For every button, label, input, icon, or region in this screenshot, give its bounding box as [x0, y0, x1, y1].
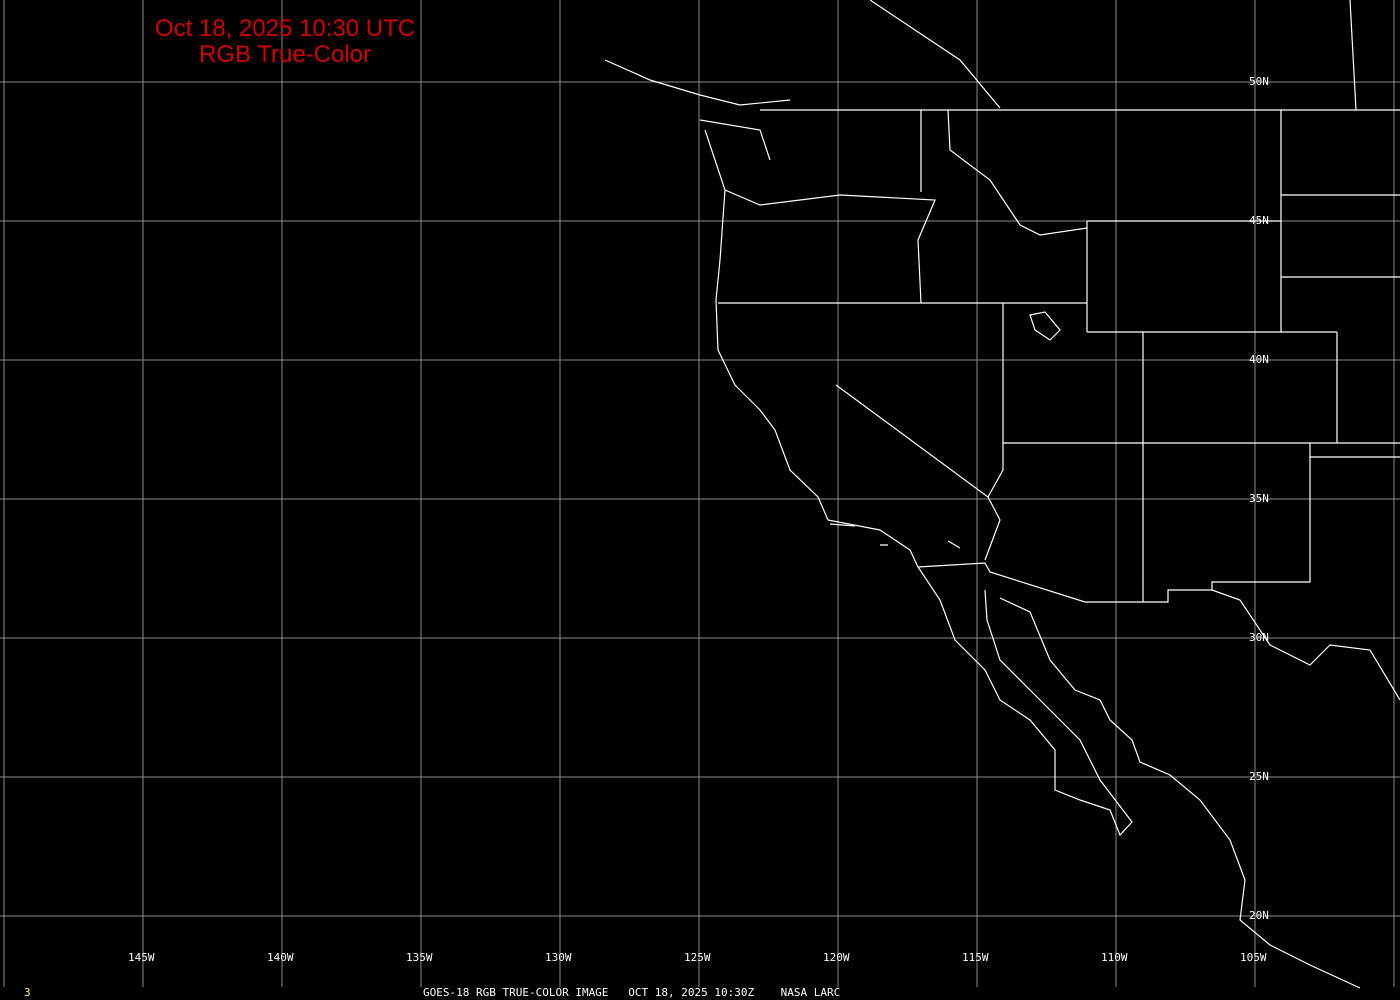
footer-caption: GOES-18 RGB TRUE-COLOR IMAGE OCT 18, 202… — [423, 986, 841, 999]
longitude-label: 120W — [823, 951, 850, 964]
puget-sound-islands — [604, 59, 791, 161]
latitude-label: 30N — [1249, 631, 1269, 644]
frame-number: 3 — [24, 986, 31, 999]
state-boundaries — [718, 109, 1400, 602]
mainland-mexico-coastline — [999, 597, 1361, 989]
boundaries — [604, 0, 1400, 989]
latitude-label: 25N — [1249, 770, 1269, 783]
latitude-label: 50N — [1249, 75, 1269, 88]
longitude-label: 115W — [962, 951, 989, 964]
title-product: RGB True-Color — [198, 41, 372, 68]
longitude-label: 105W — [1240, 951, 1267, 964]
pacific-coastline — [704, 129, 1133, 837]
latitude-label: 20N — [1249, 909, 1269, 922]
latitude-label: 40N — [1249, 353, 1269, 366]
great-salt-lake — [1029, 311, 1061, 341]
title-date: Oct 18, 2025 10:30 UTC — [154, 15, 416, 42]
latitude-label: 35N — [1249, 492, 1269, 505]
channel-islands — [829, 523, 961, 549]
longitude-label: 140W — [267, 951, 294, 964]
canada-province-lines — [869, 0, 1357, 111]
longitude-label: 110W — [1101, 951, 1128, 964]
longitude-label: 135W — [406, 951, 433, 964]
longitude-label: 125W — [684, 951, 711, 964]
longitude-label: 130W — [545, 951, 572, 964]
longitude-label: 145W — [128, 951, 155, 964]
